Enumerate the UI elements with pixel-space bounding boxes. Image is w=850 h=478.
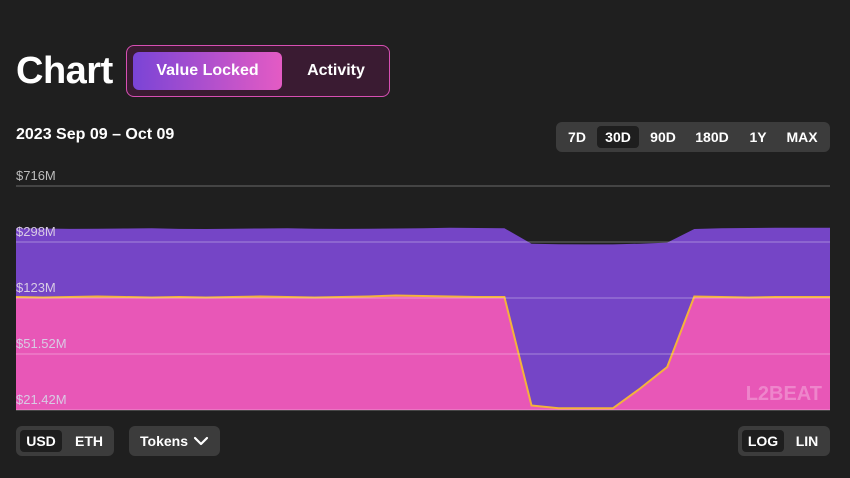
period-90d[interactable]: 90D xyxy=(650,129,676,145)
y-tick-label: $298M xyxy=(16,224,56,239)
currency-eth[interactable]: ETH xyxy=(75,433,103,449)
tab-value-locked[interactable]: Value Locked xyxy=(133,52,282,90)
period-7d[interactable]: 7D xyxy=(568,129,586,145)
tokens-dropdown[interactable]: Tokens xyxy=(129,426,220,456)
scale-lin[interactable]: LIN xyxy=(795,433,819,449)
page-title: Chart xyxy=(16,50,113,92)
y-tick-label: $51.52M xyxy=(16,336,67,351)
series-lower-line xyxy=(15,294,830,410)
period-max[interactable]: MAX xyxy=(786,129,818,145)
currency-toggle: USD ETH xyxy=(16,426,114,456)
scale-log[interactable]: LOG xyxy=(742,430,784,452)
chart-type-toggle: Value Locked Activity xyxy=(126,45,390,97)
currency-usd[interactable]: USD xyxy=(20,430,62,452)
l2beat-watermark: L2BEAT xyxy=(746,383,822,405)
date-range-label: 2023 Sep 09 – Oct 09 xyxy=(16,126,175,143)
period-1y[interactable]: 1Y xyxy=(749,129,767,145)
y-tick-label: $21.42M xyxy=(16,392,67,407)
period-selector: 7D 30D 90D 180D 1Y MAX xyxy=(556,122,830,152)
period-30d[interactable]: 30D xyxy=(597,126,639,148)
series-lower-area xyxy=(16,295,830,410)
y-tick-label: $123M xyxy=(16,280,56,295)
tab-activity[interactable]: Activity xyxy=(307,62,365,79)
y-tick-label: $716M xyxy=(16,168,56,183)
scale-toggle: LOG LIN xyxy=(738,426,830,456)
tvl-chart[interactable]: $716M $298M $123M $51.52M $21.42M L2BEAT xyxy=(0,160,850,420)
chart-area[interactable]: $716M $298M $123M $51.52M $21.42M L2BEAT xyxy=(0,160,850,420)
chevron-down-icon xyxy=(193,436,209,446)
tokens-label: Tokens xyxy=(140,433,188,449)
period-180d[interactable]: 180D xyxy=(695,129,729,145)
